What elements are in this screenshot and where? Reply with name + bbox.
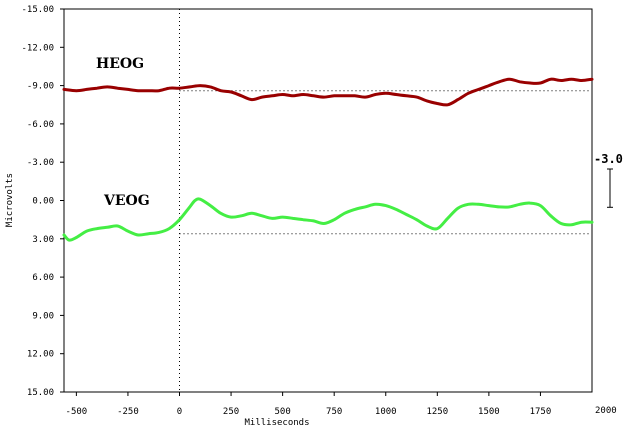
y-axis-label: Microvolts [5, 173, 15, 227]
x-tick-label: 0 [177, 407, 182, 417]
x-tick-label: 500 [274, 407, 290, 417]
x-tick-label: 1250 [426, 407, 448, 417]
x-tick-label: -250 [117, 407, 139, 417]
series-label-heog: HEOG [96, 56, 144, 72]
plot-frame [63, 8, 593, 393]
x-tick-label: 1750 [530, 407, 552, 417]
series-label-veog: VEOG [103, 193, 150, 209]
x-tick-label: 750 [326, 407, 342, 417]
y-tick-label: -12.00 [21, 43, 54, 53]
x-tick-label: 1000 [375, 407, 397, 417]
y-tick-label: -15.00 [21, 5, 54, 15]
y-tick-label: -9.00 [27, 82, 54, 92]
x-tick-label: 2000 [595, 406, 617, 416]
x-tick-label: 1500 [478, 407, 500, 417]
y-tick-label: 6.00 [32, 273, 54, 283]
x-tick-label: 250 [223, 407, 239, 417]
x-tick-label: -500 [66, 407, 88, 417]
x-axis-label: Milliseconds [244, 418, 309, 428]
series-line-heog [62, 77, 594, 107]
y-tick-label: -6.00 [27, 120, 54, 130]
y-tick-label: 12.00 [27, 350, 54, 360]
y-tick-label: 9.00 [32, 311, 54, 321]
y-tick-label: 0.00 [32, 197, 54, 207]
scale-bar-label: -3.0 [594, 152, 623, 166]
y-tick-label: 15.00 [27, 388, 54, 398]
y-tick-label: 3.00 [32, 235, 54, 245]
series-line-veog [62, 197, 594, 242]
y-tick-label: -3.00 [27, 158, 54, 168]
